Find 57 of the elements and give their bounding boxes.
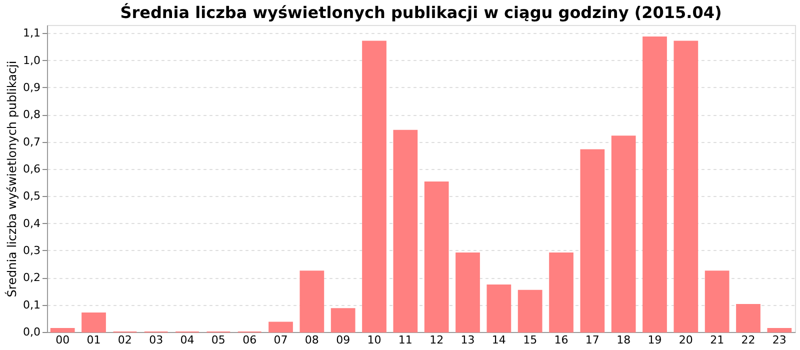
bar [362, 40, 386, 332]
x-tick-label: 23 [772, 334, 786, 346]
x-tick-label: 17 [585, 334, 600, 346]
chart-title: Średnia liczba wyświetlonych publikacji w ciągu godziny (2015.04) [120, 3, 722, 22]
x-tick-label: 04 [180, 334, 194, 346]
x-tick-label: 16 [554, 334, 568, 346]
x-tick-label: 09 [336, 334, 350, 346]
y-tick-label: 1,1 [23, 26, 40, 40]
bar [393, 130, 418, 332]
y-axis-title: Średnia liczba wyświetlonych publikacji [4, 60, 20, 298]
bar [330, 308, 356, 332]
y-tick-label: 0,5 [23, 190, 40, 203]
bar [456, 252, 480, 332]
x-tick-label: 13 [460, 334, 475, 346]
y-tick-label: 0,1 [23, 298, 40, 312]
bar [642, 36, 667, 332]
x-tick-label: 05 [211, 334, 226, 346]
x-tick-label: 21 [710, 334, 724, 346]
bar [580, 149, 605, 332]
bar [82, 312, 106, 332]
bar [549, 252, 574, 332]
bar [518, 290, 542, 332]
x-tick-label: 07 [274, 334, 288, 346]
bar [50, 328, 75, 332]
x-tick-label: 18 [616, 334, 631, 346]
x-tick-label: 22 [741, 334, 756, 346]
x-tick-label: 15 [523, 334, 538, 346]
bar [486, 284, 512, 332]
y-tick-label: 0,9 [23, 80, 40, 94]
x-tick-label: 02 [118, 334, 132, 346]
bar [268, 322, 293, 332]
x-tick-label: 00 [56, 334, 70, 346]
y-tick-label: 0,7 [23, 135, 40, 148]
bar [767, 328, 792, 332]
x-tick-label: 19 [648, 334, 662, 346]
x-tick-label: 01 [86, 334, 101, 346]
x-tick-label: 08 [304, 334, 319, 346]
y-tick-label: 0,6 [23, 162, 40, 176]
bar [611, 136, 636, 332]
x-tick-label: 14 [492, 334, 506, 346]
y-tick-label: 1,0 [23, 54, 40, 67]
bar [424, 182, 449, 332]
x-tick-label: 11 [398, 334, 412, 346]
y-tick-label: 0,3 [23, 244, 40, 257]
bar [674, 40, 698, 332]
y-tick-label: 0,8 [23, 108, 40, 122]
x-tick-label: 12 [430, 334, 444, 346]
x-tick-label: 03 [149, 334, 164, 346]
bar [736, 304, 760, 332]
bar [300, 270, 324, 332]
x-tick-label: 06 [242, 334, 257, 346]
x-tick-label: 20 [678, 334, 693, 346]
y-tick-label: 0,2 [23, 271, 40, 284]
bar [704, 270, 730, 332]
x-tick-label: 10 [367, 334, 382, 346]
y-tick-label: 0,0 [23, 326, 40, 338]
y-tick-label: 0,4 [23, 216, 40, 230]
